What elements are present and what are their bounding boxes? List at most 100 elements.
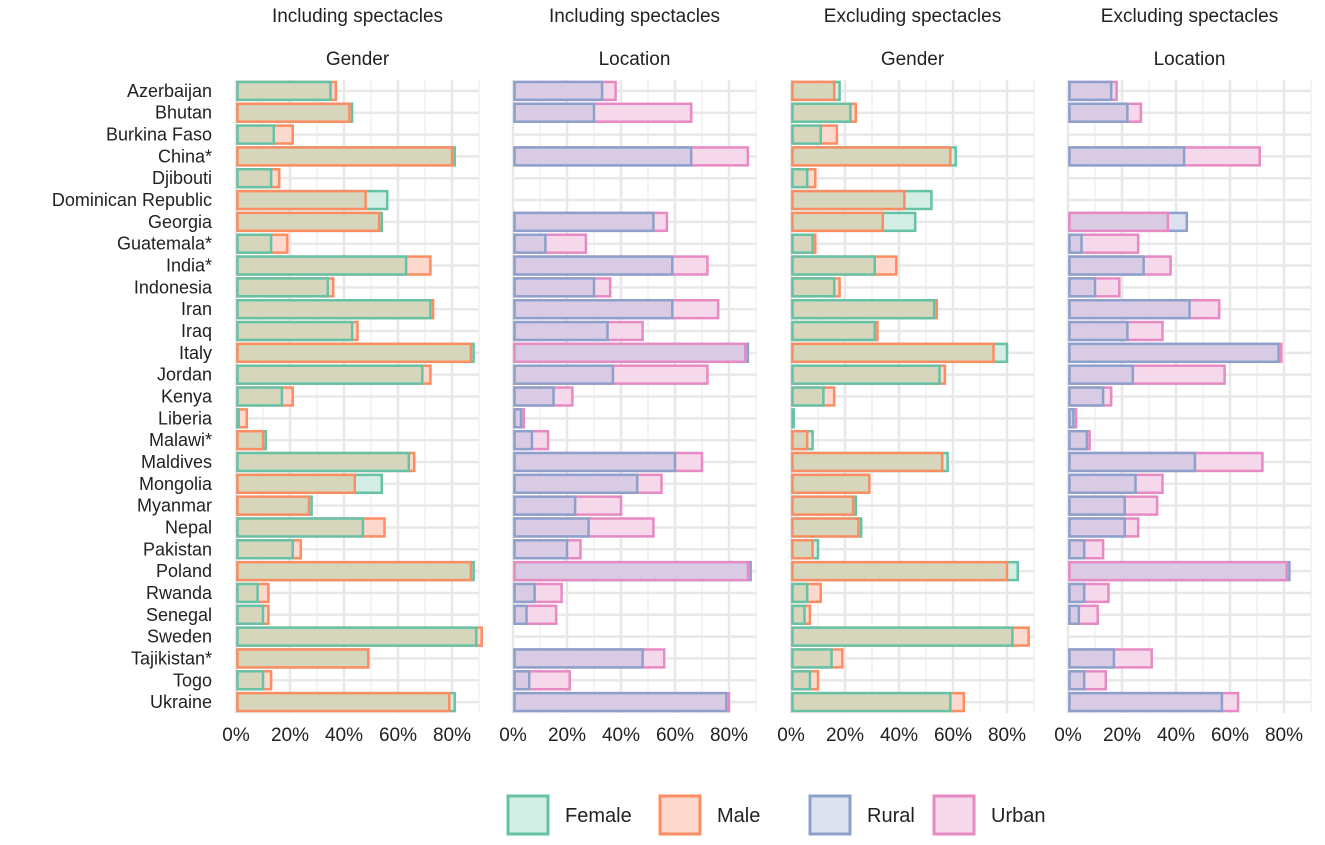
bar-female [236,626,478,647]
bar-rural [513,320,609,342]
panel-2: Including spectacles Location 0% 20% 40% 60% 8… [499,6,757,746]
bar-female [236,298,432,320]
country-label: India* [166,256,212,276]
legend-label-female: Female [565,805,632,827]
legend-swatch-female [506,794,550,836]
bar-rural [1068,255,1145,276]
x-tick-label: 60% [656,725,694,746]
country-label: Poland [156,561,212,581]
country-label: Ukraine [150,692,212,712]
x-tick-label: 20% [271,725,309,746]
x-tick-label: 20% [826,725,864,746]
bar-rural [1068,298,1191,320]
bar-rural [1068,386,1105,407]
x-tick-label: 0% [222,725,250,746]
bar-female [791,124,822,145]
bar-rural [513,255,674,276]
bar-rural [513,451,677,473]
bar-female [791,102,852,123]
bar-rural [513,495,577,516]
bar-rural [1068,670,1086,691]
bar-female [791,364,941,385]
panel-title: Excluding spectacles [824,6,1001,27]
bar-male [236,211,381,233]
bar-female [236,517,365,538]
bar-female [236,604,265,625]
bar-female [791,604,806,625]
bar-rural [1068,342,1280,364]
bar-male [791,211,885,233]
panel-title: Including spectacles [272,6,443,27]
bar-rural [1068,80,1113,102]
bar-female [791,298,936,320]
bar-female [236,320,354,342]
bar-male [236,495,311,516]
country-label: Italy [179,343,212,363]
country-label: Sweden [147,627,212,647]
x-tick-label: 20% [548,725,586,746]
legend-swatch-male [658,794,702,836]
country-label: Jordan [157,365,212,385]
bar-male [236,691,451,713]
bar-female [236,408,240,429]
bar-rural [1068,277,1097,298]
bar-male [236,560,473,582]
bar-rural [513,517,590,538]
panel-title: Excluding spectacles [1101,6,1278,27]
bar-female [236,124,276,145]
bar-urban [513,342,747,364]
bar-rural [1068,691,1224,713]
bar-rural [1068,364,1135,385]
legend-swatch-rural [808,794,852,836]
bar-rural [513,670,531,691]
bar-male [791,495,855,516]
bar-female [791,408,795,429]
bar-female [791,648,833,669]
bar-rural [1068,429,1089,451]
bar-female [791,233,814,254]
country-label: China* [158,146,212,166]
bar-rural [1068,451,1197,473]
x-tick-label: 80% [988,725,1026,746]
x-tick-label: 40% [325,725,363,746]
bar-rural [513,539,569,560]
country-label: Rwanda [146,583,213,603]
country-label: Djibouti [152,168,212,188]
bar-rural [1068,146,1186,167]
country-label: Burkina Faso [106,125,212,145]
panel-4: Excluding spectacles Location 0% 20% 40% 60% 8… [1054,6,1312,746]
bar-female [236,364,424,385]
country-label: Tajikistan* [131,648,212,668]
bar-rural [1068,582,1086,604]
bar-rural [513,582,536,604]
bar-male [791,539,814,560]
bar-rural [513,691,728,713]
bar-male [791,451,944,473]
panel-subtitle: Gender [326,49,390,70]
x-tick-label: 40% [880,725,918,746]
bar-female [236,539,294,560]
country-label: Iraq [181,321,212,341]
bar-rural [513,408,523,429]
bar-female [236,670,265,691]
country-label: Guatemala* [117,234,212,254]
bar-rural [1068,102,1129,123]
legend-label-male: Male [717,805,760,827]
bar-female [236,233,273,254]
bar-male [791,517,860,538]
bar-rural [513,648,644,669]
bar-rural [1068,517,1126,538]
bar-rural [513,233,547,254]
bar-female [236,80,332,102]
bar-rural [513,80,604,102]
x-tick-label: 80% [1265,725,1303,746]
country-label: Myanmar [137,496,212,516]
country-label: Nepal [165,517,212,537]
bar-female [236,582,259,604]
country-label: Georgia [148,212,213,232]
x-tick-label: 60% [1211,725,1249,746]
panel-1: Including spectacles Gender 0% 20% 40% 60% 80% [222,6,483,746]
bar-rural [513,364,615,385]
